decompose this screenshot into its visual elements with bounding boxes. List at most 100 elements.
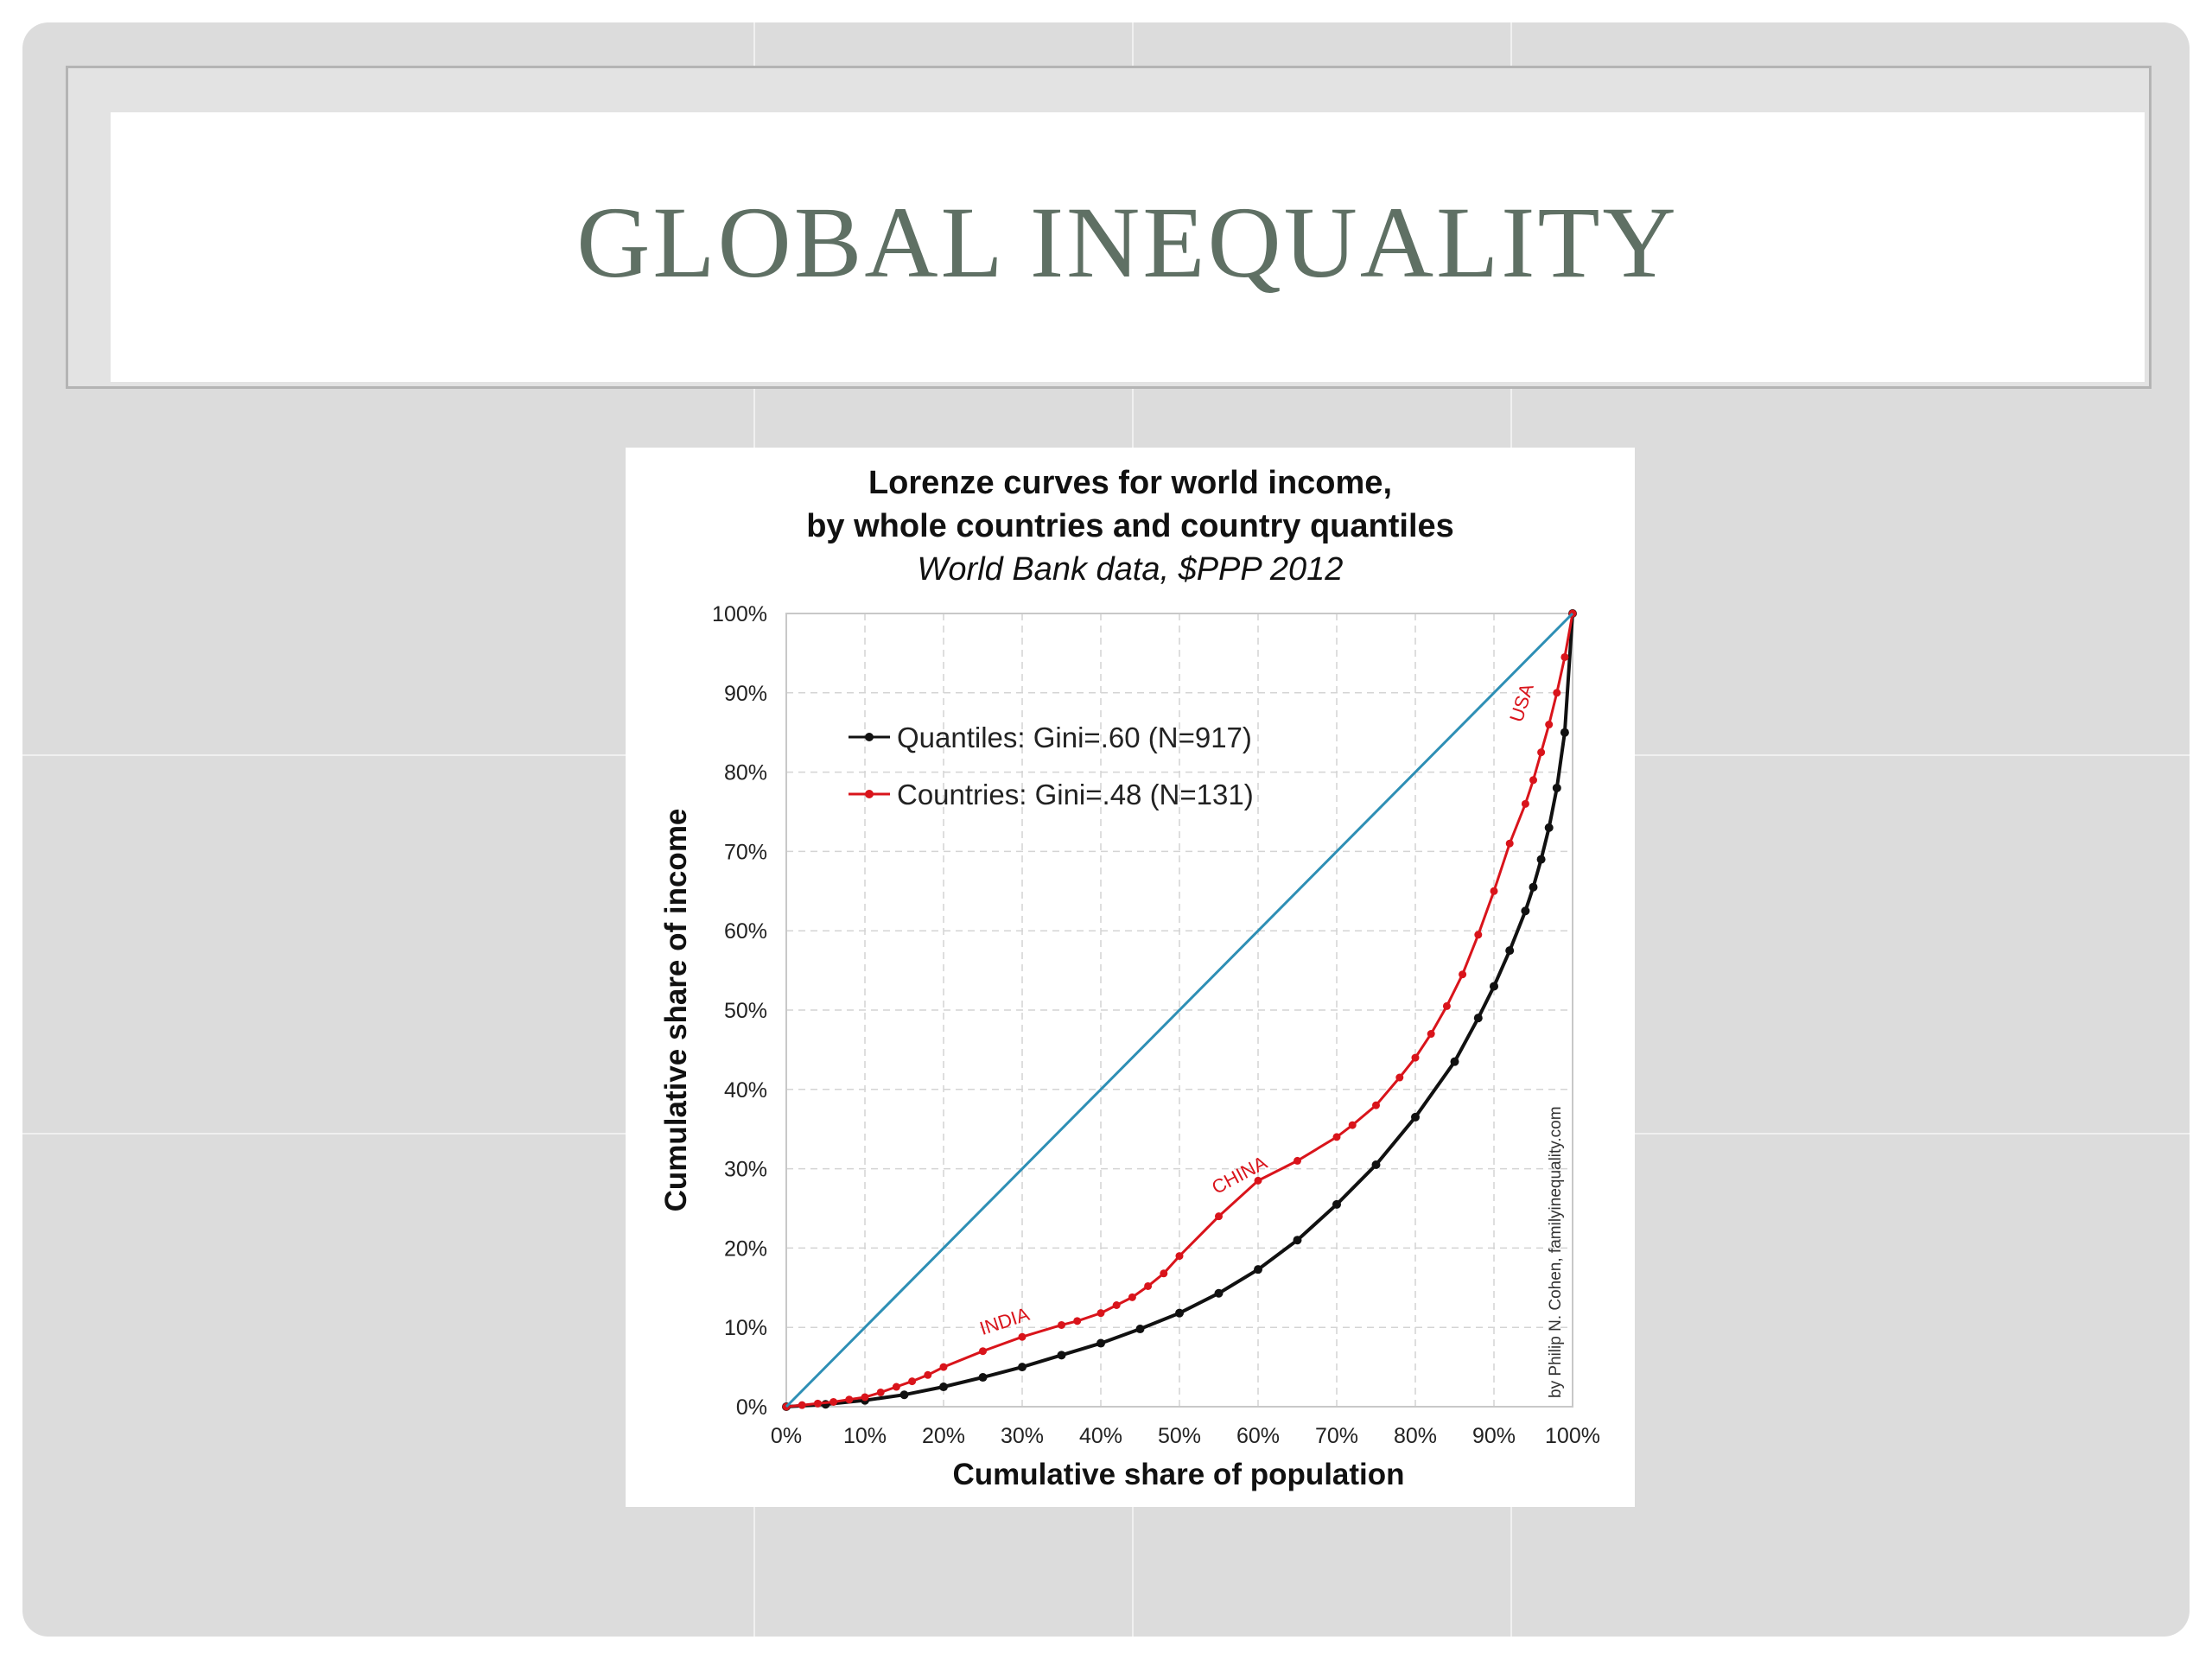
data-point	[1450, 1057, 1459, 1066]
y-tick-label: 40%	[724, 1078, 767, 1103]
data-point	[1018, 1332, 1027, 1341]
lorenz-chart: 0% 10% 20% 30% 40% 50% 60% 70% 80% 90% 100% 0% 10% 20…	[659, 602, 1600, 1491]
data-point	[1490, 982, 1498, 991]
x-tick-label: 40%	[1079, 1424, 1122, 1448]
data-point	[1096, 1338, 1105, 1348]
data-point	[1411, 1112, 1420, 1122]
annotation-label: CHINA	[1208, 1152, 1270, 1198]
data-point	[830, 1397, 838, 1406]
data-point	[1529, 776, 1537, 785]
data-point	[1474, 931, 1483, 939]
data-point	[1459, 970, 1467, 979]
equality-line	[785, 612, 1574, 1408]
data-point	[1560, 652, 1569, 661]
x-axis-label: Cumulative share of population	[952, 1458, 1404, 1491]
data-point	[1537, 748, 1546, 757]
legend-label: Quantiles: Gini=.60 (N=917)	[897, 721, 1252, 753]
chart-subtitle: World Bank data, $PPP 2012	[917, 551, 1344, 588]
data-point	[1442, 1001, 1451, 1010]
data-point	[1175, 1252, 1184, 1261]
data-point	[1058, 1320, 1065, 1329]
y-tick-label: 20%	[724, 1236, 767, 1261]
x-tick-label: 10%	[843, 1424, 887, 1448]
data-point	[939, 1382, 948, 1392]
y-tick-label: 0%	[736, 1395, 767, 1420]
y-tick-label: 60%	[724, 919, 767, 944]
legend-swatch-marker	[865, 790, 874, 798]
data-point	[1371, 1160, 1381, 1170]
data-point	[1490, 887, 1498, 895]
data-point	[1505, 946, 1515, 956]
series	[782, 609, 1577, 1411]
data-point	[1473, 1014, 1483, 1023]
axis-ticks: 0% 10% 20% 30% 40% 50% 60% 70% 80% 90% 100% 0% 10% 20…	[712, 602, 1600, 1448]
data-point	[1529, 882, 1538, 892]
data-point	[899, 1390, 909, 1400]
data-point	[1096, 1309, 1105, 1318]
data-point	[1175, 1308, 1184, 1318]
data-point	[1372, 1101, 1380, 1109]
data-point	[939, 1363, 948, 1371]
data-point	[908, 1377, 917, 1386]
data-point	[1544, 823, 1554, 832]
data-point	[1018, 1363, 1027, 1372]
data-point	[1332, 1133, 1341, 1141]
legend-swatch-marker	[865, 733, 874, 741]
y-tick-label: 10%	[724, 1316, 767, 1340]
x-tick-label: 50%	[1158, 1424, 1201, 1448]
x-tick-label: 80%	[1394, 1424, 1437, 1448]
data-point	[1144, 1281, 1153, 1290]
data-point	[1553, 689, 1561, 697]
credit-text: by Philip N. Cohen, familyinequality.com	[1547, 1106, 1565, 1398]
data-point	[1505, 839, 1514, 848]
x-tick-label: 30%	[1001, 1424, 1044, 1448]
annotation-label: USA	[1505, 681, 1538, 725]
data-point	[1332, 1199, 1341, 1209]
data-point	[798, 1401, 806, 1409]
data-point	[876, 1388, 885, 1396]
y-tick-label: 80%	[724, 761, 767, 785]
y-tick-label: 90%	[724, 682, 767, 706]
data-point	[892, 1382, 900, 1391]
data-point	[1521, 799, 1529, 808]
data-point	[1073, 1317, 1082, 1325]
chart-title: Lorenze curves for world income,	[868, 465, 1393, 501]
data-point	[1348, 1121, 1357, 1129]
x-tick-label: 20%	[922, 1424, 965, 1448]
x-tick-label: 60%	[1236, 1424, 1280, 1448]
data-point	[845, 1395, 854, 1404]
plot-frame	[785, 613, 1573, 1408]
data-point	[1214, 1288, 1224, 1298]
y-tick-label: 30%	[724, 1158, 767, 1182]
data-point	[1536, 855, 1546, 864]
data-point	[1215, 1212, 1223, 1221]
data-point	[1057, 1351, 1066, 1360]
x-tick-label: 0%	[771, 1424, 802, 1448]
data-point	[1112, 1300, 1121, 1309]
title-box: GLOBAL INEQUALITY	[111, 112, 2145, 382]
y-tick-label: 70%	[724, 840, 767, 864]
x-tick-label: 90%	[1472, 1424, 1516, 1448]
data-point	[1294, 1156, 1301, 1165]
data-point	[1254, 1265, 1262, 1274]
data-point	[813, 1399, 822, 1408]
data-point	[1160, 1269, 1168, 1278]
data-point	[1427, 1030, 1435, 1039]
data-point	[1135, 1325, 1145, 1334]
data-point	[979, 1347, 987, 1356]
data-point	[861, 1393, 869, 1402]
data-point	[924, 1370, 932, 1379]
quantiles-series	[785, 613, 1574, 1408]
y-tick-label: 100%	[712, 602, 767, 626]
data-point	[1552, 783, 1561, 792]
slide-title: GLOBAL INEQUALITY	[576, 186, 1679, 299]
data-point	[1128, 1293, 1136, 1301]
data-point	[1411, 1053, 1420, 1062]
x-tick-label: 100%	[1545, 1424, 1600, 1448]
slide-background: GLOBAL INEQUALITY Lorenze curves for wor…	[22, 22, 2190, 1637]
chart-figure: Lorenze curves for world income, by whol…	[626, 448, 1635, 1507]
data-point	[1395, 1073, 1404, 1082]
data-point	[978, 1373, 988, 1382]
x-tick-label: 70%	[1315, 1424, 1358, 1448]
y-tick-label: 50%	[724, 999, 767, 1023]
